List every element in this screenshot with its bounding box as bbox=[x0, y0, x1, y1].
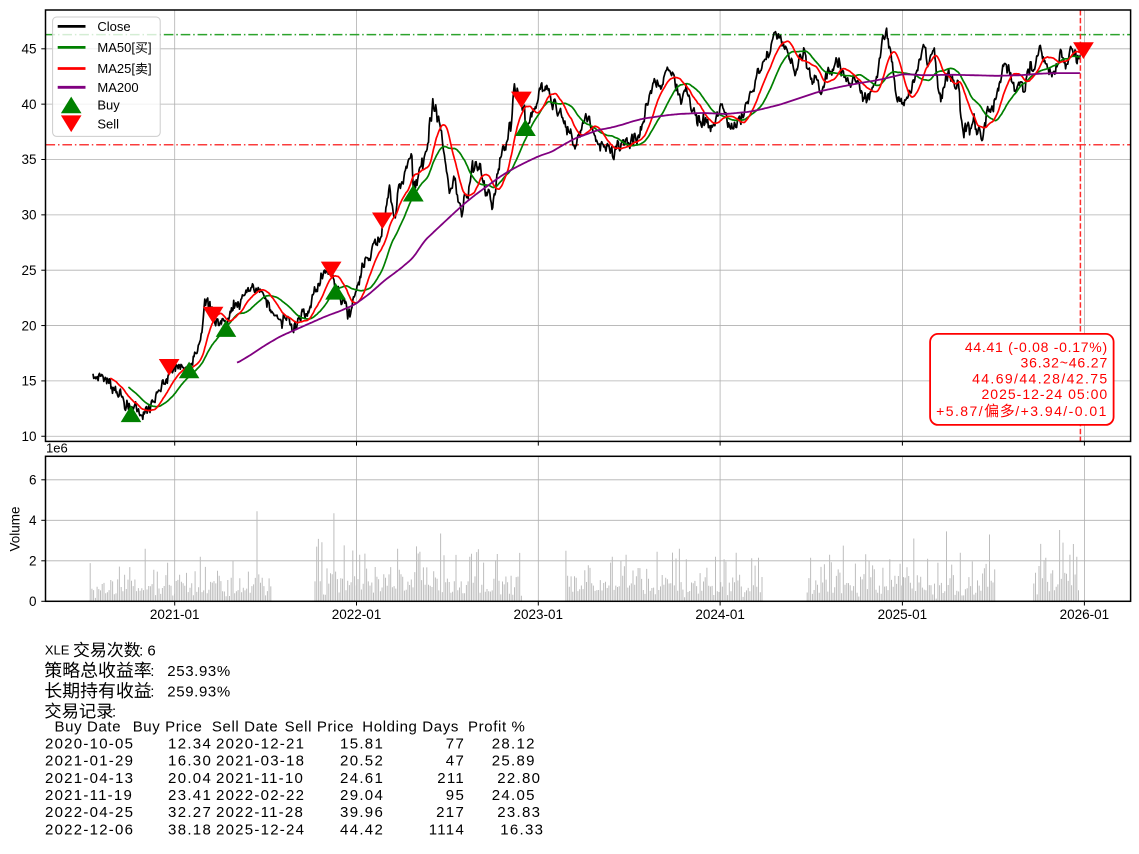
svg-text:2021-01: 2021-01 bbox=[150, 607, 200, 622]
svg-text:]: ] bbox=[148, 61, 152, 76]
svg-text:40: 40 bbox=[21, 97, 36, 112]
svg-text:24.61: 24.61 bbox=[340, 770, 384, 787]
svg-text:0: 0 bbox=[29, 594, 37, 609]
svg-text:2022-02-22: 2022-02-22 bbox=[216, 787, 305, 804]
svg-text:2022-11-28: 2022-11-28 bbox=[216, 804, 304, 821]
svg-text:12.34: 12.34 bbox=[168, 735, 212, 752]
svg-text:MA25[: MA25[ bbox=[97, 61, 135, 76]
svg-text:Close: Close bbox=[97, 19, 130, 34]
svg-text:]: ] bbox=[148, 40, 152, 55]
svg-text:77: 77 bbox=[446, 735, 465, 752]
svg-text:+5.87/: +5.87/ bbox=[936, 403, 984, 419]
svg-text:2023-01: 2023-01 bbox=[514, 607, 564, 622]
svg-text:32.27: 32.27 bbox=[168, 804, 212, 821]
svg-text:XLE: XLE bbox=[45, 643, 70, 658]
svg-text:16.30: 16.30 bbox=[168, 753, 212, 770]
svg-text:2022-01: 2022-01 bbox=[332, 607, 382, 622]
svg-text:Sell Price: Sell Price bbox=[285, 718, 355, 735]
svg-text:15: 15 bbox=[21, 374, 36, 389]
svg-text::: : bbox=[150, 683, 154, 700]
svg-text:MA50[: MA50[ bbox=[97, 40, 135, 55]
svg-text:22.80: 22.80 bbox=[497, 770, 541, 787]
svg-text:30: 30 bbox=[21, 208, 36, 223]
svg-text:4: 4 bbox=[29, 513, 37, 528]
svg-text:Buy Date: Buy Date bbox=[55, 718, 122, 735]
svg-text:Profit %: Profit % bbox=[468, 718, 525, 735]
svg-text:2021-03-18: 2021-03-18 bbox=[216, 753, 305, 770]
svg-text:2025-12-24 05:00: 2025-12-24 05:00 bbox=[981, 386, 1108, 402]
svg-text:10: 10 bbox=[21, 429, 36, 444]
svg-text:25.89: 25.89 bbox=[492, 753, 536, 770]
svg-text:Buy: Buy bbox=[97, 98, 120, 113]
svg-text:2025-12-24: 2025-12-24 bbox=[216, 821, 305, 838]
svg-text:39.96: 39.96 bbox=[340, 804, 384, 821]
svg-text:2020-10-05: 2020-10-05 bbox=[45, 735, 134, 752]
svg-text:2021-11-10: 2021-11-10 bbox=[216, 770, 304, 787]
svg-text:217: 217 bbox=[436, 804, 465, 821]
svg-text:24.05: 24.05 bbox=[492, 787, 536, 804]
svg-text:6: 6 bbox=[29, 473, 37, 488]
svg-text:95: 95 bbox=[446, 787, 465, 804]
svg-text:15.81: 15.81 bbox=[340, 735, 384, 752]
svg-text:28.12: 28.12 bbox=[492, 735, 536, 752]
svg-text:20.52: 20.52 bbox=[340, 753, 384, 770]
svg-text:2025-01: 2025-01 bbox=[878, 607, 928, 622]
svg-text:2024-01: 2024-01 bbox=[695, 607, 745, 622]
svg-text:23.83: 23.83 bbox=[497, 804, 541, 821]
svg-text:1114: 1114 bbox=[429, 821, 465, 838]
svg-text:35: 35 bbox=[21, 152, 36, 167]
svg-text:Sell Date: Sell Date bbox=[212, 718, 278, 735]
svg-text:259.93%: 259.93% bbox=[167, 683, 231, 700]
svg-text::: : bbox=[150, 663, 154, 680]
svg-text:29.04: 29.04 bbox=[340, 787, 384, 804]
svg-text:44.42: 44.42 bbox=[340, 821, 384, 838]
svg-text:Buy Price: Buy Price bbox=[133, 718, 203, 735]
svg-text:211: 211 bbox=[437, 770, 465, 787]
svg-text:44.69/44.28/42.75: 44.69/44.28/42.75 bbox=[972, 370, 1109, 386]
svg-text:2026-01: 2026-01 bbox=[1060, 607, 1110, 622]
svg-text:38.18: 38.18 bbox=[168, 821, 212, 838]
svg-text:2: 2 bbox=[29, 554, 37, 569]
svg-text:: 6: : 6 bbox=[139, 642, 156, 659]
svg-text::: : bbox=[112, 704, 116, 721]
svg-text:2022-04-25: 2022-04-25 bbox=[45, 804, 134, 821]
svg-text:2021-01-29: 2021-01-29 bbox=[45, 753, 134, 770]
svg-text:MA200: MA200 bbox=[97, 80, 138, 95]
svg-text:20: 20 bbox=[21, 318, 36, 333]
svg-text:253.93%: 253.93% bbox=[167, 663, 231, 680]
svg-text:/+3.94/-0.01: /+3.94/-0.01 bbox=[1015, 403, 1108, 419]
svg-text:25: 25 bbox=[21, 263, 36, 278]
svg-text:44.41 (-0.08 -0.17%): 44.41 (-0.08 -0.17%) bbox=[965, 339, 1108, 355]
svg-text:2022-12-06: 2022-12-06 bbox=[45, 821, 134, 838]
svg-text:Holding Days: Holding Days bbox=[362, 718, 459, 735]
svg-text:Volume: Volume bbox=[8, 506, 23, 551]
svg-text:2020-12-21: 2020-12-21 bbox=[216, 735, 305, 752]
svg-text:20.04: 20.04 bbox=[168, 770, 212, 787]
svg-text:2021-11-19: 2021-11-19 bbox=[45, 787, 133, 804]
svg-text:1e6: 1e6 bbox=[46, 441, 68, 456]
svg-text:47: 47 bbox=[446, 753, 465, 770]
svg-text:Sell: Sell bbox=[97, 116, 119, 131]
svg-text:45: 45 bbox=[21, 42, 36, 57]
svg-text:2021-04-13: 2021-04-13 bbox=[45, 770, 134, 787]
svg-text:16.33: 16.33 bbox=[500, 821, 544, 838]
svg-text:23.41: 23.41 bbox=[168, 787, 212, 804]
svg-text:36.32~46.27: 36.32~46.27 bbox=[1020, 355, 1108, 371]
